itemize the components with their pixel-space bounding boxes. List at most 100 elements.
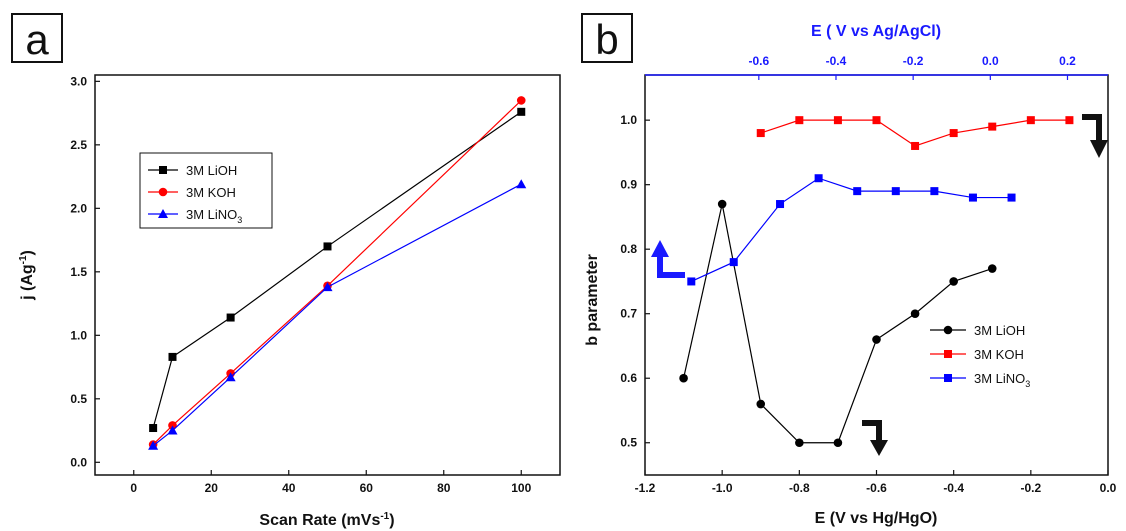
legend-label: 3M LiNO3	[186, 207, 242, 225]
legend-marker	[943, 325, 953, 335]
panel-b-label: b	[595, 16, 618, 63]
plot-a-ticks: 0 20 40 60 80 100 0.0 0.5 1.0 1.5 2.0 2.5 3.0	[70, 74, 531, 495]
plot-a-ylabel: j (Ag-1)	[18, 250, 36, 301]
data-point	[167, 425, 178, 435]
legend-label: 3M LiOH	[186, 163, 237, 178]
panel-a: a 0 20 40 60 80 100 0.0 0.5 1.0 1.5 2.0 2.5 3.0 Scan…	[11, 13, 561, 529]
x-tick-label: 60	[360, 481, 374, 495]
data-point	[949, 277, 958, 286]
top-x-tick-label: -0.6	[748, 54, 769, 68]
plot-a-series	[148, 96, 527, 450]
data-point	[872, 335, 881, 344]
data-point	[988, 122, 997, 131]
data-point	[833, 116, 842, 125]
data-point	[853, 187, 862, 196]
panel-a-label-box	[11, 13, 63, 63]
legend-label: 3M KOH	[974, 347, 1024, 362]
arrow-icon-lino3	[651, 240, 685, 278]
data-point	[891, 187, 900, 196]
data-point	[322, 282, 333, 292]
y-tick-label: 0.5	[70, 392, 87, 406]
data-point	[795, 116, 804, 125]
data-point	[717, 199, 727, 209]
data-point	[776, 200, 785, 209]
data-point	[226, 313, 235, 322]
arrow-icon-koh	[1082, 114, 1108, 158]
x-tick-label: 20	[205, 481, 219, 495]
top-x-tick-label: 0.2	[1059, 54, 1076, 68]
y-tick-label: 3.0	[70, 74, 87, 88]
x-tick-label: -0.2	[1020, 481, 1041, 495]
top-x-tick-label: -0.2	[903, 54, 924, 68]
y-tick-label: 1.0	[620, 113, 637, 127]
arrow-icon-lioh	[862, 420, 888, 456]
y-tick-label: 0.8	[620, 242, 637, 256]
data-point	[756, 129, 765, 138]
data-point	[148, 440, 159, 450]
top-x-tick-label: -0.4	[826, 54, 847, 68]
plot-a-frame	[94, 74, 561, 476]
data-point	[323, 242, 332, 251]
plot-b-xlabel: E (V vs Hg/HgO)	[815, 510, 938, 527]
x-tick-label: -0.6	[866, 481, 887, 495]
data-point	[949, 129, 958, 138]
x-tick-label: 0	[130, 481, 137, 495]
data-point	[149, 424, 158, 433]
data-point	[517, 107, 526, 116]
series-line	[152, 99, 522, 445]
data-point	[1026, 116, 1035, 125]
plot-b-top-xlabel: E ( V vs Ag/AgCl)	[811, 23, 941, 40]
legend-marker	[159, 166, 167, 174]
plot-b-legend: 3M LiOH 3M KOH 3M LiNO3	[930, 323, 1030, 389]
data-point	[168, 352, 177, 361]
x-tick-label: 0.0	[1100, 481, 1117, 495]
legend-label: 3M KOH	[186, 185, 236, 200]
y-tick-label: 0.7	[620, 307, 637, 321]
data-point	[516, 179, 527, 189]
data-point	[910, 309, 920, 319]
x-tick-label: 40	[282, 481, 296, 495]
y-tick-label: 2.0	[70, 201, 87, 215]
legend-marker	[158, 187, 168, 197]
panel-b-label-box	[581, 13, 633, 63]
x-tick-label: -1.0	[712, 481, 733, 495]
plot-b-ticks: -1.2 -1.0 -0.8 -0.6 -0.4 -0.2 0.0 0.5 0.6 0.7 0.8 0…	[620, 54, 1117, 495]
x-tick-label: -0.8	[789, 481, 810, 495]
y-tick-label: 0.6	[620, 371, 637, 385]
data-point	[168, 421, 177, 430]
y-tick-label: 1.0	[70, 328, 87, 342]
x-tick-label: -1.2	[635, 481, 656, 495]
data-point	[516, 96, 526, 105]
y-tick-label: 0.5	[620, 436, 637, 450]
plot-a-legend: 3M LiOH 3M KOH 3M LiNO3	[139, 152, 273, 229]
data-point	[687, 277, 696, 286]
data-point	[833, 438, 843, 448]
panel-a-label: a	[25, 16, 49, 63]
y-tick-label: 1.5	[70, 265, 87, 279]
plot-b-ylabel: b parameter	[584, 254, 601, 346]
data-point	[968, 193, 977, 202]
y-tick-label: 0.0	[70, 455, 87, 469]
data-point	[729, 258, 738, 267]
data-point	[987, 264, 997, 273]
panel-b: b -1.2 -1.0 -0.8 -0.6 -0.4 -0.2 0.0 0.5 0.6 0.7 0.…	[581, 13, 1117, 527]
x-tick-label: 80	[437, 481, 451, 495]
top-x-tick-label: 0.0	[982, 54, 999, 68]
series-line	[682, 203, 993, 444]
data-point	[872, 116, 881, 125]
legend-marker	[944, 374, 952, 382]
y-tick-label: 2.5	[70, 138, 87, 152]
data-point	[1065, 116, 1074, 125]
legend-marker	[944, 350, 952, 358]
data-point	[911, 141, 920, 150]
legend-label: 3M LiOH	[974, 323, 1025, 338]
plot-a-xlabel: Scan Rate (mVs-1)	[259, 511, 394, 529]
data-point	[1007, 193, 1016, 202]
y-tick-label: 0.9	[620, 178, 637, 192]
plot-b-series	[679, 116, 1074, 448]
data-point	[225, 372, 236, 382]
series-line	[691, 177, 1012, 282]
data-point	[679, 373, 688, 383]
data-point	[930, 187, 939, 196]
